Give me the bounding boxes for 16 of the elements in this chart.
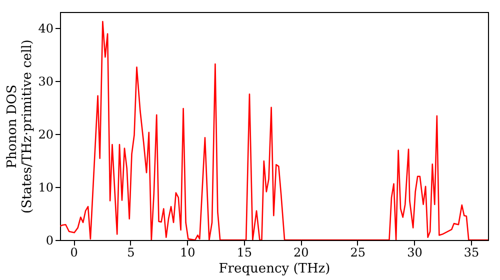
y-tick-label: 10 xyxy=(38,180,54,194)
y-axis-title: Phonon DOS (States/THz·primitive cell) xyxy=(5,39,36,214)
y-tick-label: 40 xyxy=(38,21,54,36)
x-tick-label: 25 xyxy=(350,246,366,260)
y-tick-label: 0 xyxy=(46,234,54,248)
line-series xyxy=(60,20,488,240)
x-tick-label: 20 xyxy=(294,246,309,260)
y-tick-label: 30 xyxy=(38,74,54,88)
x-tick-label: 35 xyxy=(464,246,480,260)
x-tick-label: 5 xyxy=(127,246,135,260)
y-tick-label: 20 xyxy=(38,127,54,142)
x-axis-title: Frequency (THz) xyxy=(218,262,330,276)
x-tick-label: 30 xyxy=(407,246,422,260)
x-tick-label: 0 xyxy=(70,246,78,260)
x-tick-label: 15 xyxy=(236,246,252,260)
x-tick-label: 10 xyxy=(180,246,196,260)
